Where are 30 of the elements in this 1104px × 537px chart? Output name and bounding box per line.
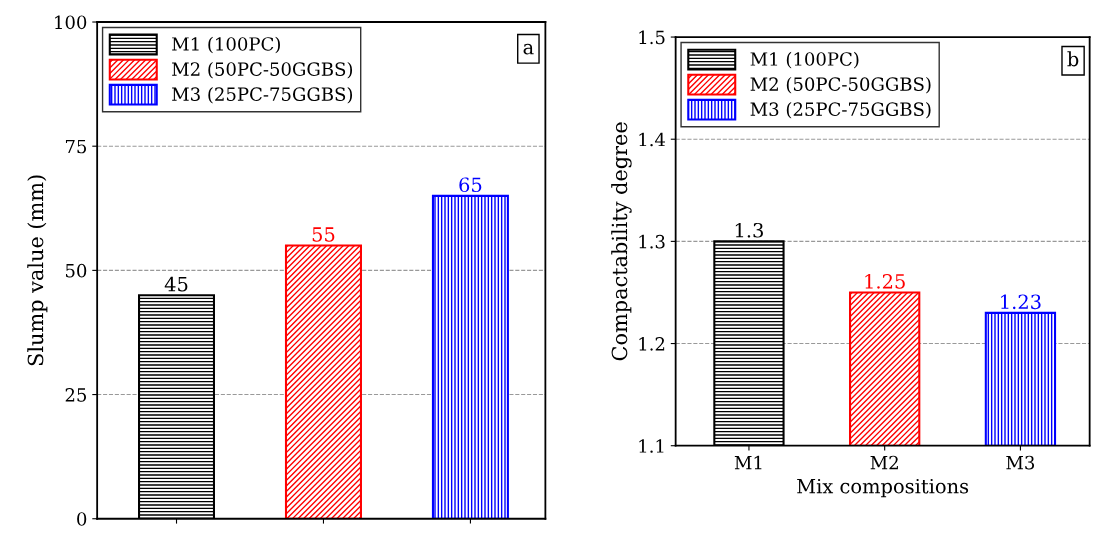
y-tick-label: 75 [65,139,87,154]
y-tick-label: 1.5 [639,30,665,45]
y-tick-label: 1.2 [639,337,665,351]
x-tick-label: M3 [1006,455,1035,470]
y-tick-label: 25 [65,388,87,402]
y-tick-label: 100 [55,15,87,30]
annotation: a [523,43,534,55]
y-axis-title: Slump value (mm) [27,175,48,366]
data-label: 45 [164,276,188,292]
legend-label: M2 (50PC-50GGBS) [172,61,353,79]
y-axis-title: Compactability degree [611,122,632,361]
x-tick-label: M2 [870,455,898,470]
y-tick-label: 0 [77,512,87,526]
y-tick-label: 50 [65,263,87,278]
annotation: b [1067,51,1079,67]
y-tick-label: 1.1 [639,439,664,453]
data-label: 1.3 [735,222,763,238]
y-tick-label: 1.3 [639,234,665,249]
legend-label: M3 (25PC-75GGBS) [172,87,353,104]
legend-label: M1 (100PC) [750,51,859,69]
data-label: 1.23 [1001,294,1041,310]
y-tick-label: 1.4 [639,132,666,147]
data-label: 65 [459,177,482,193]
x-tick-label: M1 [734,455,762,470]
data-label: 55 [312,227,335,242]
x-axis-title: Mix compositions [797,478,969,498]
legend-label: M1 (100PC) [172,36,280,54]
legend-label: M3 (25PC-75GGBS) [750,102,931,119]
legend-label: M2 (50PC-50GGBS) [750,76,931,94]
data-label: 1.25 [865,273,905,289]
